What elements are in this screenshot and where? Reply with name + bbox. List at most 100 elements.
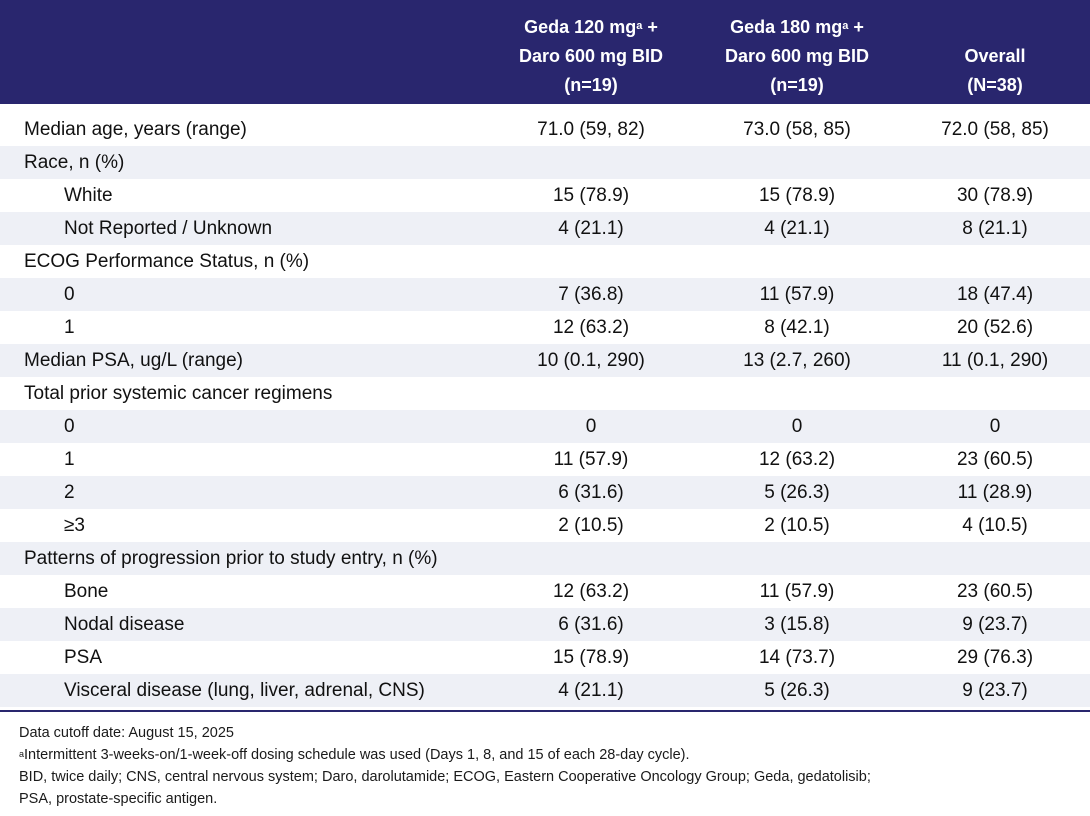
row-label: PSA [64,646,103,668]
table-row: Median age, years (range) 71.0 (59, 82) … [0,113,1090,146]
row-label: Median PSA, ug/L (range) [0,344,488,377]
cell-geda-180: 5 (26.3) [694,674,900,707]
row-label: Median age, years (range) [24,118,247,140]
cell-geda-120: 71.0 (59, 82) [537,118,645,140]
table-row: 0 7 (36.8) 11 (57.9) 18 (47.4) [0,278,1090,311]
footnote-data-cutoff: Data cutoff date: August 15, 2025 [19,725,234,741]
cell-overall [900,542,1090,575]
cell-geda-180: 0 [694,410,900,443]
cell-geda-180: 3 (15.8) [694,608,900,641]
header-overall-line1: Overall [964,46,1026,66]
row-label: Patterns of progression prior to study e… [0,542,488,575]
table-row: Not Reported / Unknown 4 (21.1) 4 (21.1)… [0,212,1090,245]
cell-overall: 9 (23.7) [900,608,1090,641]
cell-overall: 20 (52.6) [956,316,1034,338]
table-row: Patterns of progression prior to study e… [0,542,1090,575]
row-label: Not Reported / Unknown [0,212,488,245]
header-geda-180-line2: Daro 600 mg BID [724,46,870,66]
cell-geda-120: 6 (31.6) [488,608,694,641]
cell-overall: 0 [900,410,1090,443]
table-row: 2 6 (31.6) 5 (26.3) 11 (28.9) [0,476,1090,509]
header-geda-120-plus: + [642,17,658,37]
cell-geda-180: 11 (57.9) [759,580,835,602]
row-label: White [64,184,113,206]
table-row: 0 0 0 0 [0,410,1090,443]
cell-overall: 8 (21.1) [900,212,1090,245]
cell-overall: 4 (10.5) [962,514,1028,536]
footnote-marker: a [636,20,643,32]
cell-geda-180: 13 (2.7, 260) [694,344,900,377]
cell-geda-180: 11 (57.9) [694,278,900,311]
cell-geda-180: 2 (10.5) [764,514,830,536]
cell-geda-180: 8 (42.1) [764,316,830,338]
table-row: 1 12 (63.2) 8 (42.1) 20 (52.6) [0,311,1090,344]
header-geda-180-line1: Geda 180 mg [730,17,843,37]
cell-geda-120: 4 (21.1) [488,212,694,245]
row-label: Visceral disease (lung, liver, adrenal, … [0,674,488,707]
header-geda-180-plus: + [848,17,864,37]
cell-overall: 23 (60.5) [956,580,1034,602]
header-geda-120-line2: Daro 600 mg BID [518,46,664,66]
cell-geda-120: 6 (31.6) [488,476,694,509]
cell-geda-120: 11 (57.9) [553,448,629,470]
cell-overall [900,146,1090,179]
cell-geda-120: 12 (63.2) [552,316,630,338]
table-row: ≥3 2 (10.5) 2 (10.5) 4 (10.5) [0,509,1090,542]
cell-overall: 18 (47.4) [900,278,1090,311]
cell-geda-180: 73.0 (58, 85) [743,118,851,140]
cell-geda-120 [488,245,694,278]
cell-geda-180 [694,377,900,410]
cell-geda-120 [488,377,694,410]
cell-overall [900,245,1090,278]
footnote-abbreviations-line2: PSA, prostate-specific antigen. [19,791,218,807]
cell-overall: 9 (23.7) [900,674,1090,707]
table-header: Geda 120 mga + Daro 600 mg BID (n=19) Ge… [0,0,1090,104]
cell-geda-120: 15 (78.9) [552,184,630,206]
table-body: Median age, years (range) 71.0 (59, 82) … [0,104,1090,707]
header-overall-n: (N=38) [967,75,1023,95]
cell-geda-120: 7 (36.8) [488,278,694,311]
table-row: Total prior systemic cancer regimens [0,377,1090,410]
cell-geda-120: 0 [488,410,694,443]
cell-geda-180: 4 (21.1) [694,212,900,245]
table-row: Race, n (%) [0,146,1090,179]
footnote-marker: a [842,20,849,32]
header-geda-180: Geda 180 mga + Daro 600 mg BID (n=19) [694,0,900,104]
row-label: 1 [64,448,75,470]
cell-geda-180: 5 (26.3) [694,476,900,509]
row-label: Total prior systemic cancer regimens [24,382,333,404]
cell-geda-120: 10 (0.1, 290) [488,344,694,377]
cell-geda-180: 15 (78.9) [758,184,836,206]
row-label: 1 [64,316,75,338]
footnote-abbreviations-line1: BID, twice daily; CNS, central nervous s… [19,769,871,785]
table-row: 1 11 (57.9) 12 (63.2) 23 (60.5) [0,443,1090,476]
cell-geda-120 [488,146,694,179]
row-label: 2 [0,476,488,509]
cell-overall: 30 (78.9) [956,184,1034,206]
header-geda-180-n: (n=19) [770,75,824,95]
table-row: Nodal disease 6 (31.6) 3 (15.8) 9 (23.7) [0,608,1090,641]
cell-geda-180 [694,245,900,278]
cell-overall: 29 (76.3) [956,646,1034,668]
header-geda-120-n: (n=19) [564,75,618,95]
table-row: PSA 15 (78.9) 14 (73.7) 29 (76.3) [0,641,1090,674]
cell-overall: 23 (60.5) [956,448,1034,470]
row-label: ECOG Performance Status, n (%) [24,250,310,272]
footnote-marker: a [19,749,25,759]
cell-geda-180 [694,542,900,575]
table-row: Visceral disease (lung, liver, adrenal, … [0,674,1090,707]
row-label: ≥3 [64,514,85,536]
cell-overall: 11 (28.9) [900,476,1090,509]
cell-geda-120: 12 (63.2) [552,580,630,602]
row-label: Nodal disease [0,608,488,641]
cell-geda-180: 14 (73.7) [758,646,836,668]
cell-overall [900,377,1090,410]
header-label-column [0,0,488,104]
cell-overall: 11 (0.1, 290) [900,344,1090,377]
cell-geda-180: 12 (63.2) [758,448,836,470]
cell-geda-120: 2 (10.5) [558,514,624,536]
header-geda-120: Geda 120 mga + Daro 600 mg BID (n=19) [488,0,694,104]
cell-geda-120: 4 (21.1) [488,674,694,707]
cell-geda-120: 15 (78.9) [552,646,630,668]
